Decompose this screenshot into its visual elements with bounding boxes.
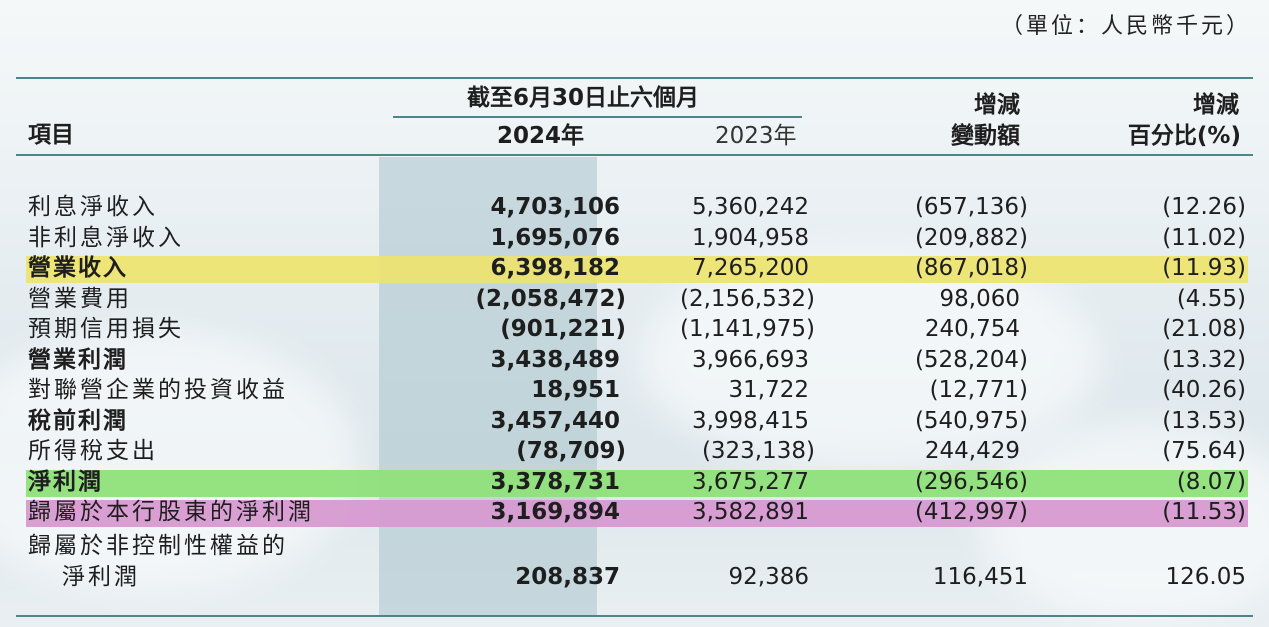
change-amount: 116,451 — [932, 564, 1028, 590]
value-2024: 3,169,894 — [490, 499, 621, 525]
change-amount: (12,771) — [929, 377, 1028, 403]
period-underline — [393, 116, 802, 118]
change-amount: (540,975) — [914, 407, 1028, 434]
table-bottom-rule — [16, 615, 1253, 617]
value-2023: 5,360,242 — [691, 194, 809, 220]
table-row-non-controlling-label: 歸屬於非控制性權益的 — [28, 531, 1250, 561]
row-label: 所得稅支出 — [28, 438, 158, 464]
header-change-amount-line2: 變動額 — [951, 123, 1020, 149]
table-row-income-tax: 所得稅支出 (78,709) (323,138) 244,429 (75.64) — [28, 436, 1250, 466]
value-2024: (2,058,472) — [475, 285, 626, 312]
table-row-operating-expenses: 營業費用 (2,058,472) (2,156,532) 98,060 (4.5… — [28, 284, 1250, 314]
row-label: 歸屬於非控制性權益的 — [28, 533, 288, 559]
change-amount: (296,546) — [914, 468, 1028, 495]
table-row-associate-income: 對聯營企業的投資收益 18,951 31,722 (12,771) (40.26… — [28, 375, 1250, 405]
table-row-operating-profit: 營業利潤 3,438,489 3,966,693 (528,204) (13.3… — [28, 345, 1250, 375]
value-2023: 1,904,958 — [691, 224, 809, 251]
value-2023: 3,966,693 — [691, 346, 809, 373]
row-label: 淨利潤 — [28, 468, 103, 495]
value-2024: 208,837 — [515, 564, 620, 590]
change-pct: (75.64) — [1162, 438, 1246, 464]
value-2024: (78,709) — [516, 438, 626, 464]
current-year-column-shading — [379, 157, 597, 617]
header-change-amount-line1: 增減 — [974, 92, 1020, 118]
value-2024: 1,695,076 — [490, 224, 621, 251]
value-2023: 7,265,200 — [691, 255, 809, 281]
row-label: 對聯營企業的投資收益 — [28, 377, 288, 403]
table-row-net-profit-to-shareholders: 歸屬於本行股東的淨利潤 3,169,894 3,582,891 (412,997… — [26, 497, 1250, 527]
change-pct: (4.55) — [1176, 285, 1246, 312]
change-pct: (13.32) — [1162, 346, 1246, 373]
row-label: 利息淨收入 — [28, 194, 158, 220]
change-amount: (209,882) — [914, 224, 1028, 251]
value-2023: (323,138) — [701, 438, 815, 464]
row-label: 稅前利潤 — [28, 407, 128, 434]
change-pct: (11.02) — [1162, 224, 1246, 251]
value-2024: 4,703,106 — [490, 194, 621, 220]
value-2023: 3,998,415 — [691, 407, 809, 434]
change-pct: (11.53) — [1162, 499, 1246, 525]
unit-note: （單位：人民幣千元） — [1000, 14, 1251, 39]
row-label: 營業利潤 — [28, 346, 128, 373]
row-label: 預期信用損失 — [28, 316, 184, 342]
change-pct: 126.05 — [1165, 564, 1246, 590]
table-row-operating-income: 營業收入 6,398,182 7,265,200 (867,018) (11.9… — [26, 253, 1250, 283]
change-amount: 98,060 — [939, 285, 1020, 312]
change-pct: (13.53) — [1162, 407, 1246, 434]
value-2024: (901,221) — [500, 316, 626, 342]
value-2024: 3,457,440 — [490, 407, 621, 434]
table-row-net-profit-non-controlling: 淨利潤 208,837 92,386 116,451 126.05 — [28, 562, 1250, 592]
row-highlight-green — [26, 469, 1248, 497]
row-highlight-pink — [26, 500, 1248, 527]
background-cloud — [0, 330, 360, 590]
change-pct: (21.08) — [1162, 316, 1246, 342]
value-2023: 3,582,891 — [691, 499, 809, 525]
change-pct: (8.07) — [1176, 468, 1246, 495]
table-row-expected-credit-losses: 預期信用損失 (901,221) (1,141,975) 240,754 (21… — [28, 314, 1250, 344]
row-label: 非利息淨收入 — [28, 224, 184, 251]
value-2023: 31,722 — [728, 377, 809, 403]
header-bottom-rule — [16, 154, 1253, 156]
change-amount: 240,754 — [924, 316, 1020, 342]
table-row-net-profit: 淨利潤 3,378,731 3,675,277 (296,546) (8.07) — [26, 467, 1250, 497]
value-2024: 18,951 — [531, 377, 620, 403]
value-2023: (2,156,532) — [679, 285, 815, 312]
header-change-pct-line2: 百分比(%) — [1127, 123, 1241, 149]
value-2023: 92,386 — [728, 564, 809, 590]
header-period: 截至6月30日止六個月 — [467, 85, 700, 111]
change-amount: (867,018) — [914, 255, 1028, 281]
value-2023: (1,141,975) — [679, 316, 815, 342]
header-change-pct-line1: 增減 — [1193, 92, 1239, 118]
row-label: 淨利潤 — [62, 564, 140, 590]
table-row-non-interest-income: 非利息淨收入 1,695,076 1,904,958 (209,882) (11… — [28, 223, 1250, 253]
row-label: 歸屬於本行股東的淨利潤 — [28, 499, 314, 525]
row-highlight-yellow — [26, 256, 1248, 283]
table-top-rule — [16, 77, 1253, 79]
header-item: 項目 — [28, 122, 74, 148]
value-2024: 3,378,731 — [490, 468, 621, 495]
change-amount: (528,204) — [914, 346, 1028, 373]
row-label: 營業收入 — [28, 255, 128, 281]
table-row-profit-before-tax: 稅前利潤 3,457,440 3,998,415 (540,975) (13.5… — [28, 406, 1250, 436]
value-2023: 3,675,277 — [691, 468, 809, 495]
header-year-2023: 2023年 — [715, 123, 797, 149]
change-amount: (657,136) — [914, 194, 1028, 220]
value-2024: 6,398,182 — [490, 255, 621, 281]
header-year-2024: 2024年 — [497, 123, 585, 149]
change-pct: (12.26) — [1162, 194, 1246, 220]
change-amount: (412,997) — [914, 499, 1028, 525]
change-pct: (40.26) — [1162, 377, 1246, 403]
change-pct: (11.93) — [1162, 255, 1246, 281]
value-2024: 3,438,489 — [490, 346, 621, 373]
change-amount: 244,429 — [924, 438, 1020, 464]
background-cloud — [640, 250, 1100, 470]
row-label: 營業費用 — [28, 285, 132, 312]
table-row-net-interest-income: 利息淨收入 4,703,106 5,360,242 (657,136) (12.… — [28, 192, 1250, 222]
